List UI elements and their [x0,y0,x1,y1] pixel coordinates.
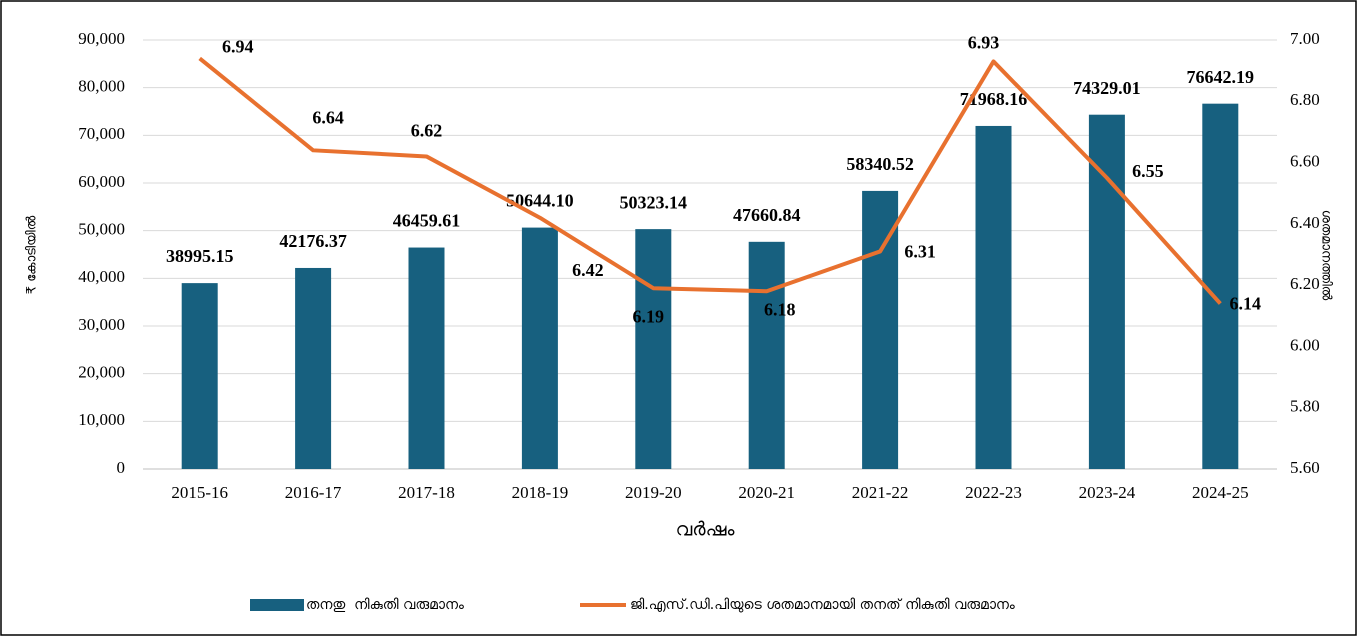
y2-tick-label: 6.40 [1290,213,1320,232]
bar [295,267,332,469]
y-tick-label: 80,000 [78,77,125,96]
y2-tick-label: 5.60 [1290,458,1320,477]
x-axis-title: വർഷം [676,519,735,541]
bar-value-label: 46459.61 [393,211,461,231]
line-value-label: 6.94 [222,37,254,57]
legend-label: തനതു നികുതി വരുമാനം [306,597,464,613]
bar [748,241,785,469]
bar [181,283,218,469]
bar [521,227,558,469]
y-tick-label: 40,000 [78,267,125,286]
line-value-label: 6.31 [904,242,936,262]
x-tick-label: 2023-24 [1079,483,1136,502]
y2-tick-label: 5.80 [1290,397,1320,416]
x-tick-label: 2015-16 [171,483,228,502]
line-value-label: 6.14 [1230,294,1262,314]
line-value-label: 6.19 [633,306,665,326]
legend-label: ജി.എസ്.ഡി.പിയുടെ ശതമാനമായി തനത് നികുതി വ… [630,597,1015,613]
x-tick-label: 2021-22 [852,483,909,502]
y2-tick-label: 6.20 [1290,274,1320,293]
x-tick-label: 2022-23 [965,483,1022,502]
bar-value-label: 38995.15 [166,246,234,266]
bar-value-label: 50644.10 [506,191,574,211]
line-value-label: 6.93 [968,33,1000,53]
y-tick-label: 30,000 [78,315,125,334]
line-value-label: 6.18 [764,299,796,319]
bar-value-label: 71968.16 [960,89,1028,109]
y2-axis-title: ശതമാനത്തിൽ [1319,210,1334,301]
bar-value-label: 58340.52 [846,154,914,174]
line-value-label: 6.64 [312,107,344,127]
y-tick-label: 20,000 [78,363,125,382]
y-axis-title: ₹ കോടിയിൽ [25,215,40,294]
bar [1202,103,1239,469]
bar-value-label: 74329.01 [1073,78,1141,98]
bar-value-label: 76642.19 [1187,67,1255,87]
line-value-label: 6.62 [411,121,443,141]
y2-tick-label: 6.00 [1290,335,1320,354]
legend-swatch [250,599,304,611]
bar [975,125,1012,469]
bar [408,247,445,469]
bar [862,190,899,469]
y2-tick-label: 6.60 [1290,151,1320,170]
line [198,56,1222,305]
line-value-label: 6.42 [572,260,604,280]
y-tick-label: 0 [117,458,126,477]
bar [1088,114,1125,469]
y-tick-label: 60,000 [78,172,125,191]
line-value-label: 6.55 [1132,161,1164,181]
x-tick-label: 2018-19 [512,483,569,502]
y2-tick-label: 7.00 [1290,29,1320,48]
x-tick-label: 2019-20 [625,483,682,502]
bar [635,229,672,469]
y2-tick-label: 6.80 [1290,90,1320,109]
y-tick-label: 90,000 [78,29,125,48]
x-tick-label: 2020-21 [738,483,795,502]
y-tick-label: 10,000 [78,410,125,429]
x-tick-label: 2024-25 [1192,483,1249,502]
y-tick-label: 70,000 [78,124,125,143]
x-tick-label: 2016-17 [285,483,342,502]
bar-value-label: 42176.37 [279,231,347,251]
x-tick-label: 2017-18 [398,483,455,502]
bar-value-label: 50323.14 [620,192,688,212]
bar-value-label: 47660.84 [733,205,801,225]
y-tick-label: 50,000 [78,220,125,239]
